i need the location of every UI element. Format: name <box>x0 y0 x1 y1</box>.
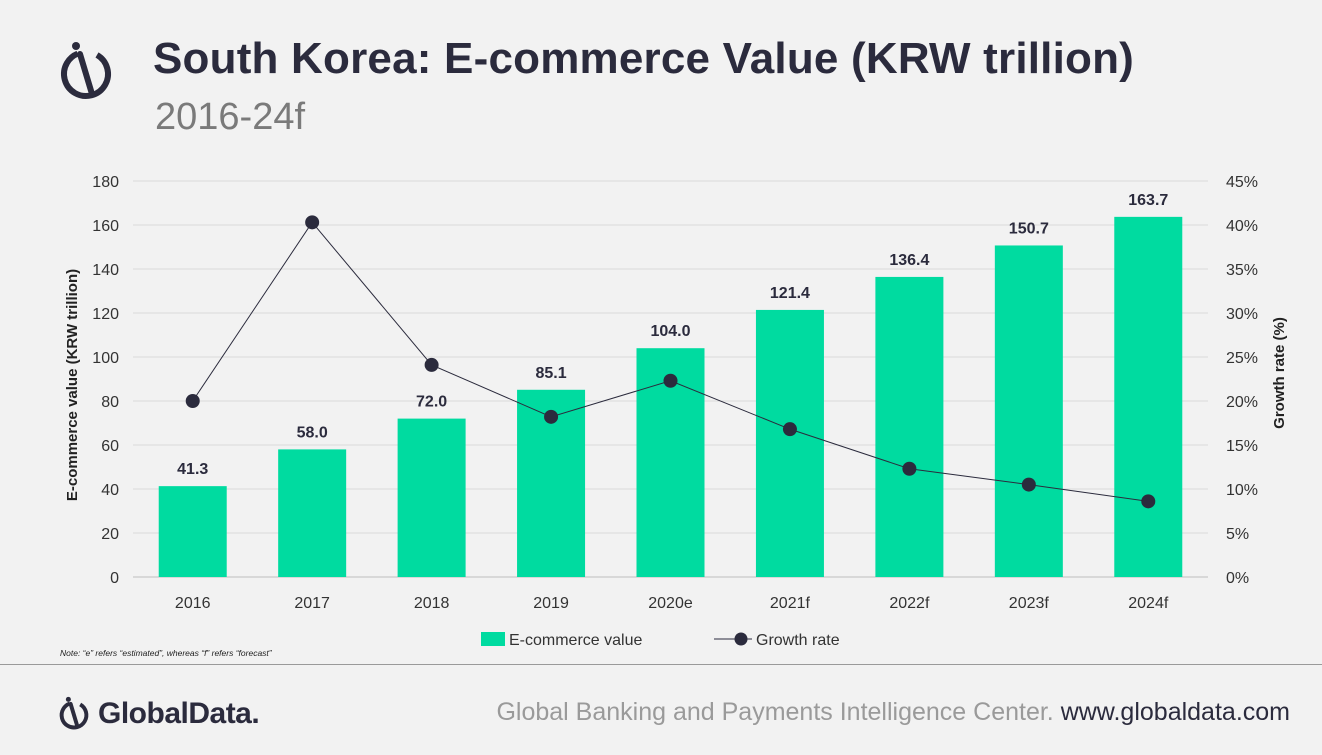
bar-data-label: 150.7 <box>1009 220 1049 237</box>
chart-subtitle: 2016-24f <box>155 96 306 138</box>
y-tick-label: 20 <box>101 526 119 543</box>
footer-text: Global Banking and Payments Intelligence… <box>496 698 1290 727</box>
y-tick-label: 140 <box>92 262 119 279</box>
growth-rate-point <box>902 461 917 476</box>
y2-tick-label: 15% <box>1226 438 1258 455</box>
x-tick-label: 2019 <box>533 595 569 612</box>
bar <box>755 309 824 577</box>
x-tick-label: 2017 <box>294 595 330 612</box>
legend-marker-growth <box>734 632 748 646</box>
chart-area: 0 20 40 60 80 100 120 140 160 180 0% 5% 10% 15% 20% 25%… <box>64 174 1288 649</box>
bar <box>158 486 227 577</box>
y-tick-label: 40 <box>101 482 119 499</box>
y-tick-label: 100 <box>92 350 119 367</box>
growth-rate-point <box>305 215 320 230</box>
y-tick-label: 0 <box>110 570 119 587</box>
bar-data-label: 163.7 <box>1128 192 1168 209</box>
bar-data-label: 85.1 <box>535 365 566 382</box>
footer-divider <box>0 664 1322 665</box>
y2-tick-label: 25% <box>1226 350 1258 367</box>
x-tick-label: 2016 <box>175 595 211 612</box>
x-tick-label: 2023f <box>1009 595 1050 612</box>
y-tick-label: 120 <box>92 306 119 323</box>
growth-rate-point <box>185 394 200 408</box>
x-tick-label: 2022f <box>889 595 930 612</box>
y-tick-label: 160 <box>92 218 119 235</box>
growth-rate-point <box>544 409 559 424</box>
y-axis-label: E-commerce value (KRW trillion) <box>64 269 81 501</box>
y-tick-label: 180 <box>92 174 119 191</box>
legend-label-growth: Growth rate <box>756 632 840 649</box>
x-tick-label: 2018 <box>414 595 450 612</box>
y2-tick-label: 20% <box>1226 394 1258 411</box>
footnote: Note: “e” refers “estimated”, whereas “f… <box>60 648 272 658</box>
footer-url-link[interactable]: www.globaldata.com <box>1060 698 1290 726</box>
footer-center-text: Global Banking and Payments Intelligence… <box>496 698 1054 726</box>
x-tick-label: 2021f <box>770 595 811 612</box>
y2-tick-label: 5% <box>1226 526 1249 543</box>
growth-rate-point <box>1141 494 1156 509</box>
bar-data-label: 72.0 <box>416 394 447 411</box>
bar-data-label: 136.4 <box>889 252 929 269</box>
y-tick-label: 60 <box>101 438 119 455</box>
bar-data-label: 104.0 <box>650 323 690 340</box>
footer-brand-text: GlobalData. <box>98 697 260 730</box>
y-tick-label: 80 <box>101 394 119 411</box>
x-tick-label: 2020e <box>648 595 693 612</box>
chart-title: South Korea: E-commerce Value (KRW trill… <box>153 34 1135 83</box>
globaldata-footer-icon <box>59 696 89 730</box>
bar <box>1114 216 1183 578</box>
bar-data-label: 58.0 <box>297 424 328 441</box>
y2-tick-label: 0% <box>1226 570 1249 587</box>
x-tick-label: 2024f <box>1128 595 1169 612</box>
footer-logo: GlobalData. <box>56 692 260 736</box>
y2-axis-label: Growth rate (%) <box>1271 317 1288 429</box>
growth-rate-point <box>782 422 797 437</box>
legend-swatch-ecommerce <box>481 632 505 646</box>
bar <box>994 245 1063 577</box>
globaldata-logo-icon <box>61 42 111 99</box>
y2-tick-label: 30% <box>1226 306 1258 323</box>
bar-data-label: 41.3 <box>177 461 208 478</box>
legend-label-ecommerce: E-commerce value <box>509 632 642 649</box>
growth-rate-point <box>424 357 439 372</box>
bar-data-label: 121.4 <box>770 285 810 302</box>
y2-tick-label: 35% <box>1226 262 1258 279</box>
growth-rate-point <box>663 373 678 388</box>
bar <box>397 418 466 577</box>
bar <box>875 276 944 577</box>
growth-rate-point <box>1021 477 1036 492</box>
y2-tick-label: 10% <box>1226 482 1258 499</box>
bar <box>278 449 347 577</box>
y2-tick-label: 45% <box>1226 174 1258 191</box>
y2-tick-label: 40% <box>1226 218 1258 235</box>
